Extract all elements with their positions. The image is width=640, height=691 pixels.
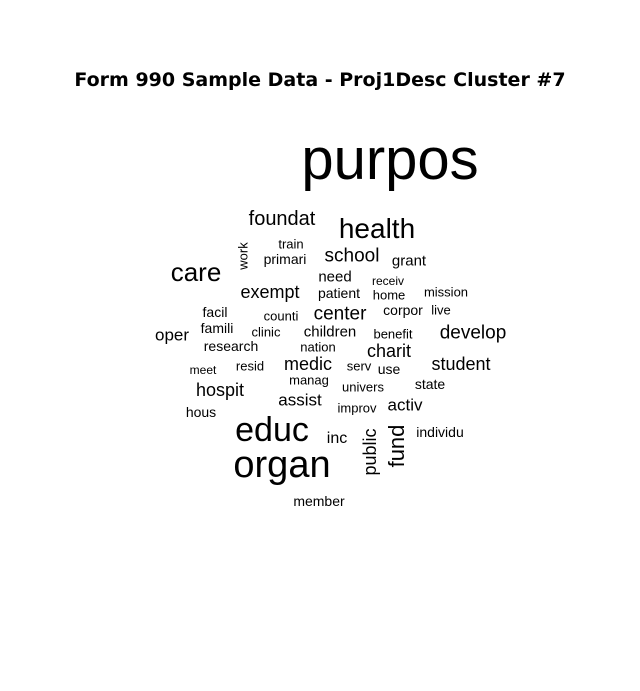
word-live: live xyxy=(431,302,451,318)
word-fund: fund xyxy=(384,424,409,468)
chart-title: Form 990 Sample Data - Proj1Desc Cluster… xyxy=(74,69,566,91)
word-meet: meet xyxy=(189,363,217,377)
word-patient: patient xyxy=(317,285,361,301)
word-univers: univers xyxy=(342,379,384,395)
word-center: center xyxy=(313,303,367,325)
word-serv: serv xyxy=(346,358,372,374)
word-need: need xyxy=(318,268,352,286)
word-inc: inc xyxy=(326,430,348,447)
word-care: care xyxy=(170,257,222,287)
word-charit: charit xyxy=(366,341,412,361)
word-exempt: exempt xyxy=(240,282,300,302)
word-activ: activ xyxy=(387,395,423,415)
word-public: public xyxy=(360,428,380,476)
word-children: children xyxy=(303,323,357,341)
word-use: use xyxy=(377,361,401,377)
word-primari: primari xyxy=(263,251,307,267)
word-nation: nation xyxy=(300,339,336,355)
word-facil: facil xyxy=(202,304,228,320)
word-school: school xyxy=(324,245,380,267)
word-educ: educ xyxy=(235,411,309,449)
word-foundat: foundat xyxy=(248,208,316,230)
word-organ: organ xyxy=(233,444,331,486)
word-counti: counti xyxy=(263,308,299,324)
word-health: health xyxy=(338,213,416,244)
word-famili: famili xyxy=(200,320,234,336)
word-individu: individu xyxy=(416,424,464,440)
word-improv: improv xyxy=(337,400,377,416)
word-receiv: receiv xyxy=(371,274,405,288)
word-manag: manag xyxy=(289,372,329,388)
word-home: home xyxy=(372,287,406,303)
word-work: work xyxy=(235,242,251,270)
word-mission: mission xyxy=(423,284,469,300)
word-medic: medic xyxy=(283,354,333,374)
word-assist: assist xyxy=(278,390,322,410)
word-grant: grant xyxy=(391,252,427,270)
word-benefit: benefit xyxy=(373,326,413,342)
word-develop: develop xyxy=(439,322,507,344)
word-research: research xyxy=(203,338,259,354)
word-hous: hous xyxy=(185,404,217,420)
word-hospit: hospit xyxy=(195,380,245,400)
word-resid: resid xyxy=(235,358,265,374)
word-corpor: corpor xyxy=(383,302,423,318)
word-member: member xyxy=(293,493,345,509)
word-clinic: clinic xyxy=(251,324,281,340)
word-purpos: purpos xyxy=(301,127,479,192)
word-student: student xyxy=(431,354,491,374)
word-train: train xyxy=(278,236,304,252)
word-oper: oper xyxy=(154,325,190,345)
word-state: state xyxy=(414,376,446,392)
